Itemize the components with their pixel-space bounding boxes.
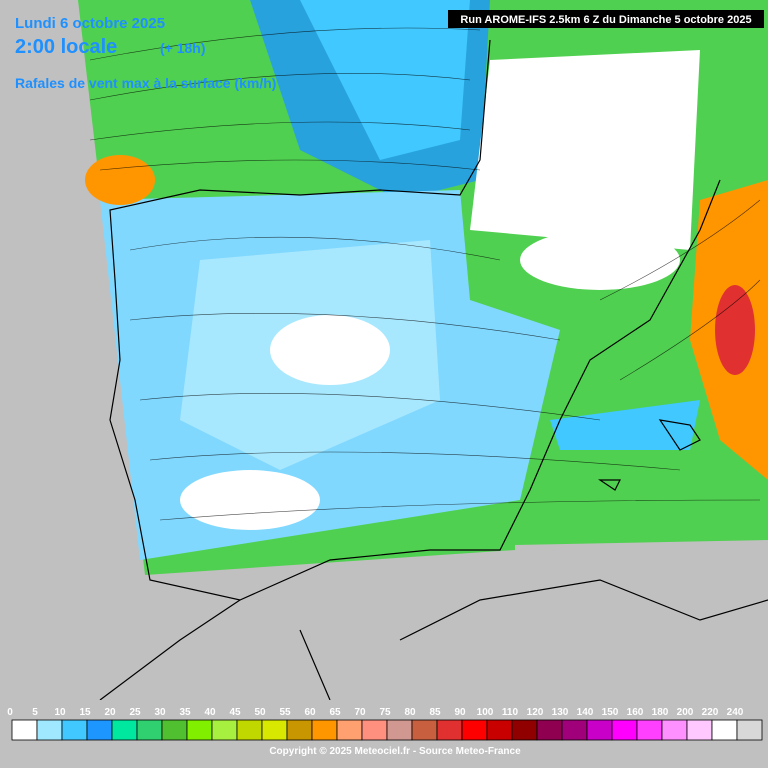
- legend-swatch: [186, 719, 213, 741]
- legend: 0 5 10 15 20 25 30 35 40 45 50 55 60 65 70 75 80 85 90 100 1…: [7, 707, 763, 741]
- time: 2:00 locale: [15, 36, 117, 58]
- legend-label: 140: [577, 707, 594, 718]
- legend-label: 80: [404, 707, 416, 718]
- legend-swatch: [511, 719, 538, 741]
- legend-swatch: [686, 719, 713, 741]
- legend-label: 20: [104, 707, 116, 718]
- wind-field: [550, 400, 700, 450]
- run-banner: [448, 10, 764, 28]
- legend-swatch: [86, 719, 113, 741]
- legend-swatch: [386, 719, 413, 741]
- legend-swatch: [11, 719, 38, 741]
- legend-swatch: [461, 719, 488, 741]
- legend-label: 85: [429, 707, 441, 718]
- legend-label: 15: [79, 707, 91, 718]
- lead-time: (+ 18h): [160, 40, 206, 56]
- land-calm: [270, 315, 390, 385]
- coastlines: [99, 39, 768, 701]
- land-calm: [520, 230, 680, 290]
- strong-gusts: [85, 155, 155, 205]
- legend-swatch: [236, 719, 263, 741]
- date: Lundi 6 octobre 2025: [15, 15, 165, 32]
- copyright: Copyright © 2025 Meteociel.fr - Source M…: [269, 746, 521, 757]
- legend-label: 50: [254, 707, 266, 718]
- streamlines: [89, 27, 761, 521]
- legend-swatch: [736, 719, 763, 741]
- legend-swatch: [61, 719, 88, 741]
- legend-label: 60: [304, 707, 316, 718]
- legend-label: 35: [179, 707, 191, 718]
- legend-swatch: [286, 719, 313, 741]
- legend-swatch: [536, 719, 563, 741]
- legend-swatch: [361, 719, 388, 741]
- legend-swatch: [411, 719, 438, 741]
- legend-swatch: [611, 719, 638, 741]
- wind-field: [300, 0, 470, 160]
- legend-swatch: [561, 719, 588, 741]
- legend-label: 160: [627, 707, 644, 718]
- legend-label: 70: [354, 707, 366, 718]
- legend-label: 40: [204, 707, 216, 718]
- legend-swatch: [36, 719, 63, 741]
- legend-label: 65: [329, 707, 341, 718]
- legend-label: 25: [129, 707, 141, 718]
- legend-swatch: [111, 719, 138, 741]
- land-calm: [180, 470, 320, 530]
- legend-swatch: [311, 719, 338, 741]
- legend-label: 45: [229, 707, 241, 718]
- legend-label: 180: [652, 707, 669, 718]
- legend-swatch: [636, 719, 663, 741]
- legend-label: 75: [379, 707, 391, 718]
- legend-label: 30: [154, 707, 166, 718]
- legend-swatch: [711, 719, 738, 741]
- legend-swatch: [261, 719, 288, 741]
- parameter: Rafales de vent max à la surface (km/h): [15, 75, 276, 91]
- legend-label: 100: [477, 707, 494, 718]
- legend-label: 55: [279, 707, 291, 718]
- legend-swatch: [586, 719, 613, 741]
- strong-gusts: [715, 285, 755, 375]
- legend-swatch: [136, 719, 163, 741]
- land-calm: [470, 50, 700, 250]
- legend-swatch: [436, 719, 463, 741]
- legend-swatch: [661, 719, 688, 741]
- legend-label: 110: [502, 707, 519, 718]
- legend-label: 130: [552, 707, 569, 718]
- legend-swatch: [336, 719, 363, 741]
- legend-label: 120: [527, 707, 544, 718]
- legend-swatch: [211, 719, 238, 741]
- legend-swatch: [161, 719, 188, 741]
- run-info: Run AROME-IFS 2.5km 6 Z du Dimanche 5 oc…: [460, 14, 751, 26]
- legend-label: 200: [677, 707, 694, 718]
- legend-label: 5: [32, 707, 38, 718]
- legend-label: 0: [7, 707, 13, 718]
- legend-label: 240: [727, 707, 744, 718]
- legend-label: 10: [54, 707, 66, 718]
- legend-label: 150: [602, 707, 619, 718]
- map: [78, 0, 768, 701]
- legend-swatch: [486, 719, 513, 741]
- legend-label: 90: [454, 707, 466, 718]
- legend-label: 220: [702, 707, 719, 718]
